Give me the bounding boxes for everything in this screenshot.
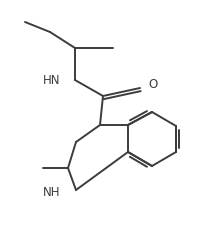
- Text: HN: HN: [42, 74, 60, 86]
- Text: NH: NH: [42, 187, 60, 199]
- Text: O: O: [148, 78, 157, 91]
